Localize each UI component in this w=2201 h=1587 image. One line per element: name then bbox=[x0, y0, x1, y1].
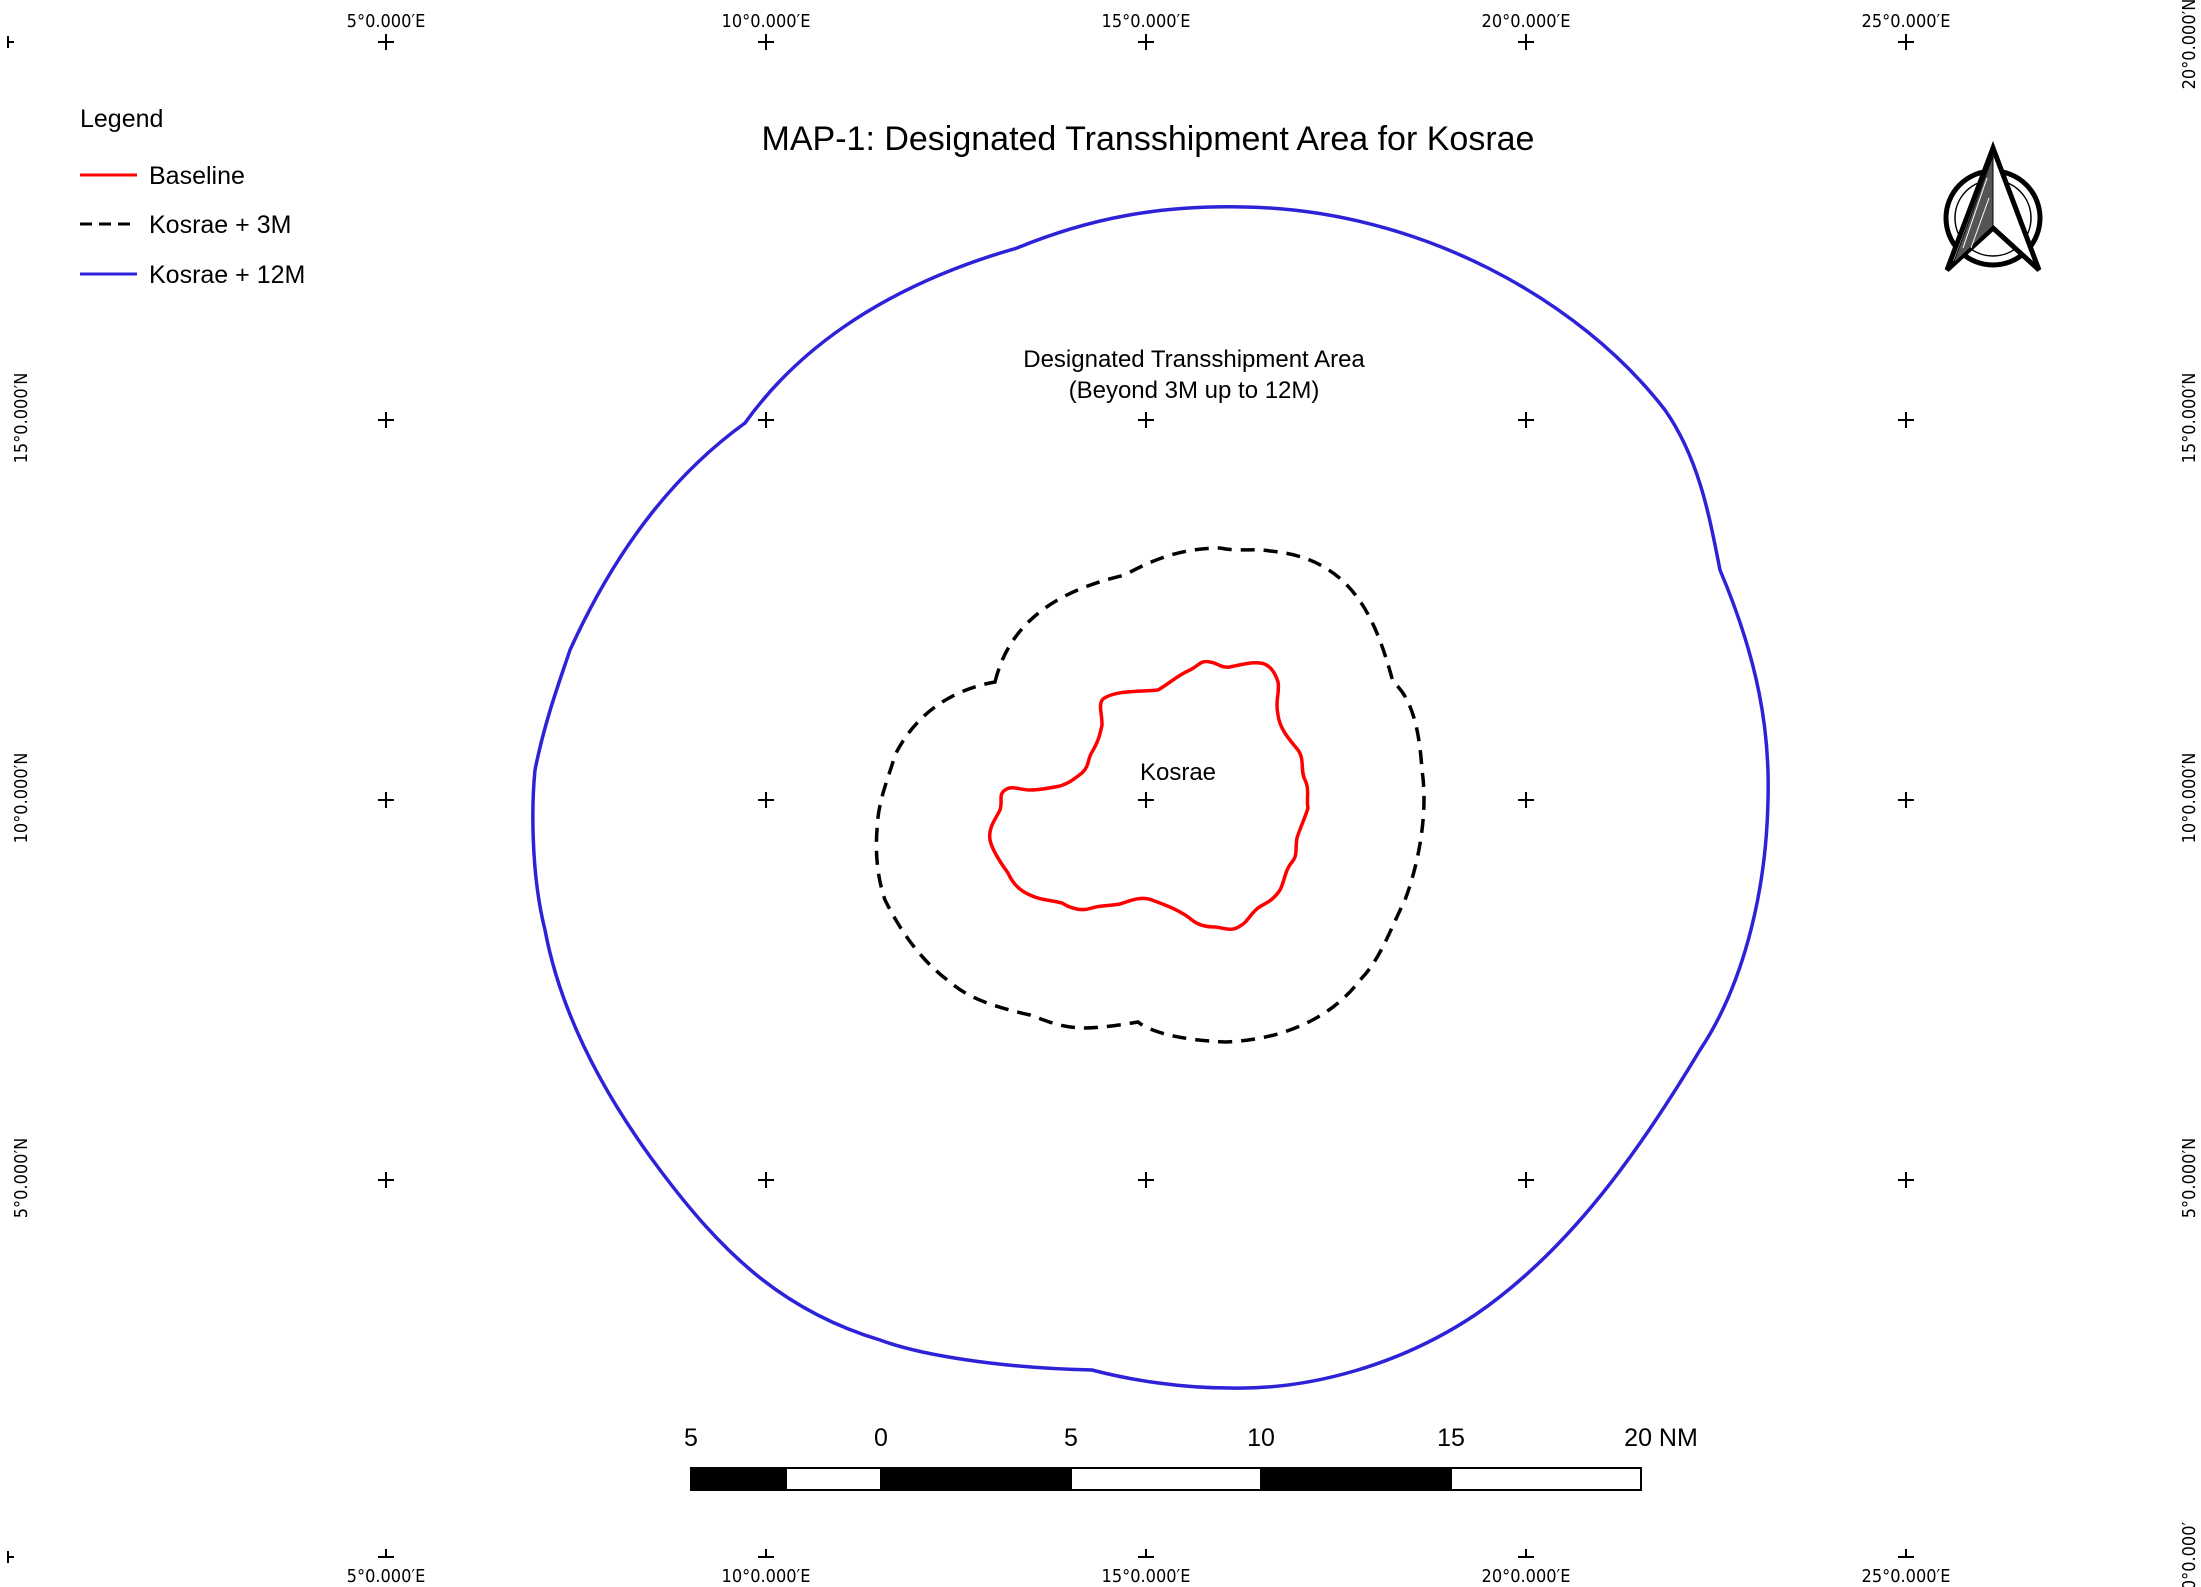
scale-label: 5 bbox=[1064, 1424, 1078, 1452]
legend-label-baseline: Baseline bbox=[149, 162, 245, 190]
legend-heading: Legend bbox=[80, 105, 163, 133]
graticule-label-top: 20°0.000′E bbox=[1482, 11, 1571, 32]
legend: Legend Baseline Kosrae + 3M Kosrae + 12M bbox=[80, 105, 305, 289]
map-title: MAP-1: Designated Transshipment Area for… bbox=[762, 120, 1535, 158]
legend-label-12m: Kosrae + 12M bbox=[149, 261, 305, 289]
legend-label-3m: Kosrae + 3M bbox=[149, 211, 291, 239]
graticule-label-top: 5°0.000′E bbox=[347, 11, 426, 32]
corner-ticks bbox=[7, 36, 14, 1563]
graticule-label-top: 10°0.000′E bbox=[722, 11, 811, 32]
graticule-crosses bbox=[378, 34, 1914, 1558]
scale-label: 10 bbox=[1247, 1424, 1275, 1452]
graticule-label-bottom: 5°0.000′E bbox=[347, 1566, 426, 1587]
scale-label: 0 bbox=[874, 1424, 888, 1452]
graticule-label-right: 20°0.000′N bbox=[2179, 0, 2200, 89]
graticule-label-bottom: 20°0.000′E bbox=[1482, 1566, 1571, 1587]
kosrae-baseline bbox=[987, 659, 1310, 931]
scale-segment bbox=[785, 1467, 882, 1491]
graticule-right-labels: 20°0.000′N 15°0.000′N 10°0.000′N 5°0.000… bbox=[2179, 0, 2200, 1587]
scale-bar: 5 0 5 10 15 20 NM bbox=[684, 1424, 1698, 1491]
graticule-label-bottom: 10°0.000′E bbox=[722, 1566, 811, 1587]
graticule-label-top: 25°0.000′E bbox=[1862, 11, 1951, 32]
kosrae-12m-boundary bbox=[531, 205, 1770, 1390]
scale-label: 20 NM bbox=[1624, 1424, 1698, 1452]
graticule-label-left: 5°0.000′N bbox=[11, 1138, 32, 1219]
scale-label: 5 bbox=[684, 1424, 698, 1452]
kosrae-3m-boundary bbox=[874, 546, 1426, 1044]
scale-segment bbox=[690, 1467, 787, 1491]
scale-segment bbox=[1070, 1467, 1262, 1491]
graticule-label-right: 5°0.000′N bbox=[2179, 1138, 2200, 1219]
island-label: Kosrae bbox=[1140, 759, 1216, 786]
graticule-label-bottom: 25°0.000′E bbox=[1862, 1566, 1951, 1587]
area-label-line1: Designated Transshipment Area bbox=[1023, 346, 1365, 373]
scale-label: 15 bbox=[1437, 1424, 1465, 1452]
scale-segment bbox=[880, 1467, 1072, 1491]
scale-segment bbox=[1450, 1467, 1642, 1491]
graticule-bottom-labels: 5°0.000′E 10°0.000′E 15°0.000′E 20°0.000… bbox=[347, 1566, 1951, 1587]
graticule-label-left: 10°0.000′N bbox=[11, 753, 32, 844]
scale-segment bbox=[1260, 1467, 1452, 1491]
graticule-label-top: 15°0.000′E bbox=[1102, 11, 1191, 32]
graticule-top-labels: 5°0.000′E 10°0.000′E 15°0.000′E 20°0.000… bbox=[347, 11, 1951, 32]
graticule-label-right: 15°0.000′N bbox=[2179, 373, 2200, 464]
graticule-label-right: 10°0.000′N bbox=[2179, 753, 2200, 844]
graticule-label-left: 15°0.000′N bbox=[11, 373, 32, 464]
graticule-left-labels: 15°0.000′N 10°0.000′N 5°0.000′N bbox=[11, 373, 32, 1219]
graticule-label-bottom: 15°0.000′E bbox=[1102, 1566, 1191, 1587]
area-label-line2: (Beyond 3M up to 12M) bbox=[1069, 377, 1320, 404]
north-arrow-icon bbox=[1943, 140, 2043, 272]
graticule-label-right: 0°0.000′ bbox=[2179, 1521, 2200, 1587]
